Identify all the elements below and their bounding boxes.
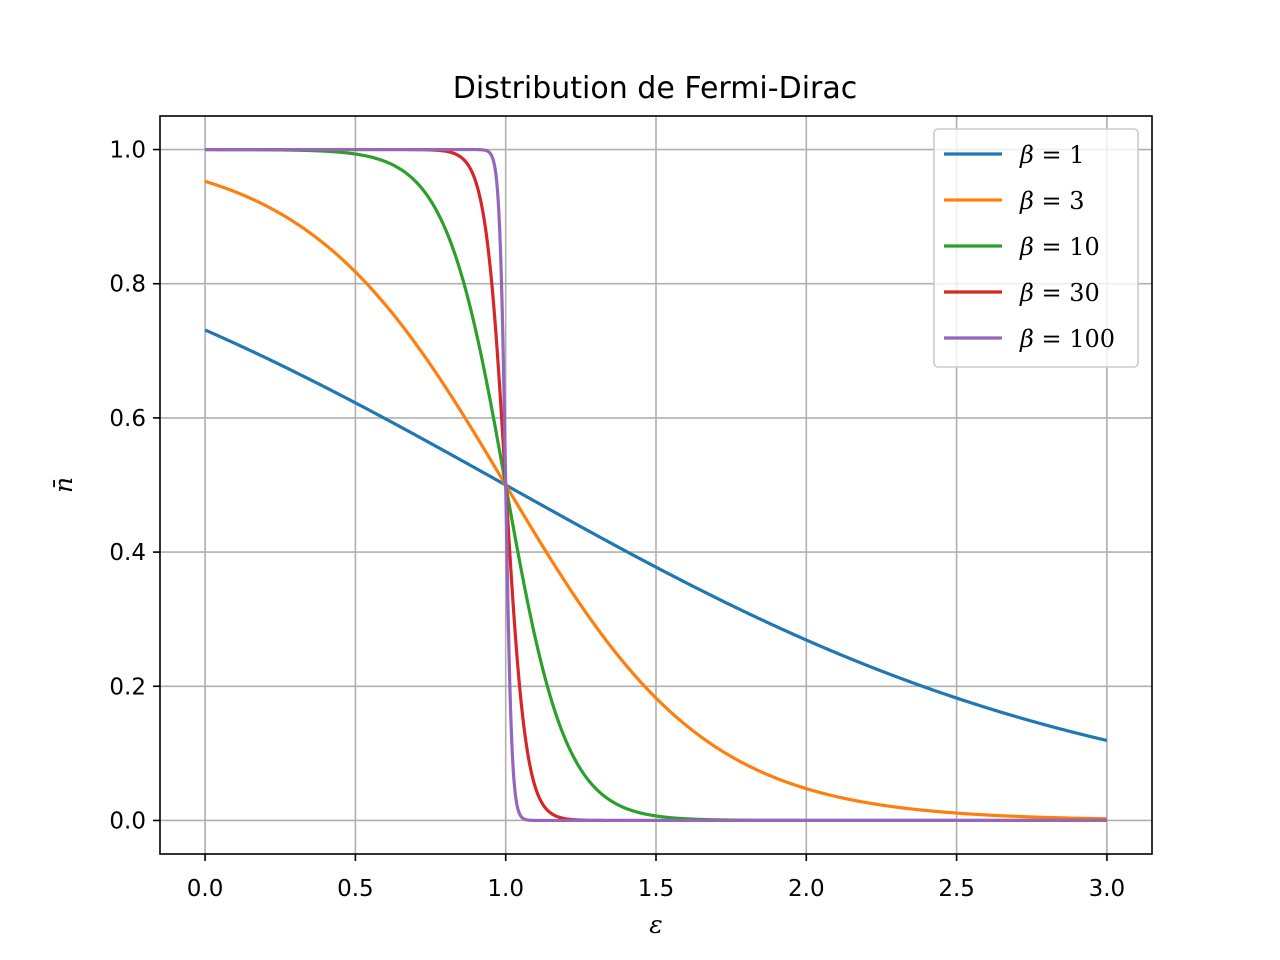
y-axis-label: n̄ <box>49 477 78 493</box>
y-tick-label: 1.0 <box>109 138 146 164</box>
legend-label: β = 10 <box>1019 233 1100 261</box>
series-line <box>204 328 1108 743</box>
x-tick-label: 1.5 <box>638 876 675 902</box>
legend-value: 10 <box>1069 233 1100 261</box>
x-tick-label: 0.0 <box>187 876 224 902</box>
legend-equals: = <box>1034 141 1069 169</box>
legend-equals: = <box>1034 233 1069 261</box>
series-line <box>204 147 1108 823</box>
y-tick-label: 0.6 <box>109 406 146 432</box>
x-tick-label: 3.0 <box>1089 876 1126 902</box>
y-tick-label: 0.4 <box>109 540 146 566</box>
y-tick-label: 0.2 <box>109 674 146 700</box>
legend-equals: = <box>1034 325 1069 353</box>
series-line <box>204 179 1108 821</box>
legend-label: β = 100 <box>1019 325 1115 353</box>
legend-equals: = <box>1034 187 1069 215</box>
legend-param: β <box>1019 233 1034 261</box>
legend-value: 100 <box>1069 325 1115 353</box>
legend-label: β = 3 <box>1019 187 1085 215</box>
legend-value: 1 <box>1069 141 1084 169</box>
y-tick-label: 0.0 <box>109 808 146 834</box>
legend-value: 30 <box>1069 279 1100 307</box>
legend-box <box>933 128 1139 368</box>
x-tick-label: 2.5 <box>938 876 975 902</box>
legend-param: β <box>1019 325 1034 353</box>
legend-value: 3 <box>1069 187 1084 215</box>
plot-area <box>204 147 1108 823</box>
legend-label: β = 1 <box>1019 141 1085 169</box>
legend-label: β = 30 <box>1019 279 1100 307</box>
x-tick-label: 2.0 <box>788 876 825 902</box>
ticks-layer: 0.0 0.5 1.0 1.5 2.0 2.5 3.0 0.0 0.2 0.4 0.6 0.8 1.0 <box>109 138 1125 902</box>
legend-param: β <box>1019 279 1034 307</box>
legend-param: β <box>1019 141 1034 169</box>
legend-param: β <box>1019 187 1034 215</box>
legend: β = 1β = 3β = 10β = 30β = 100 <box>933 128 1139 368</box>
chart-title: Distribution de Fermi-Dirac <box>453 71 858 106</box>
x-axis-label: ε <box>649 910 662 939</box>
x-tick-label: 0.5 <box>337 876 374 902</box>
legend-equals: = <box>1034 279 1069 307</box>
y-tick-label: 0.8 <box>109 272 146 298</box>
x-tick-label: 1.0 <box>487 876 524 902</box>
